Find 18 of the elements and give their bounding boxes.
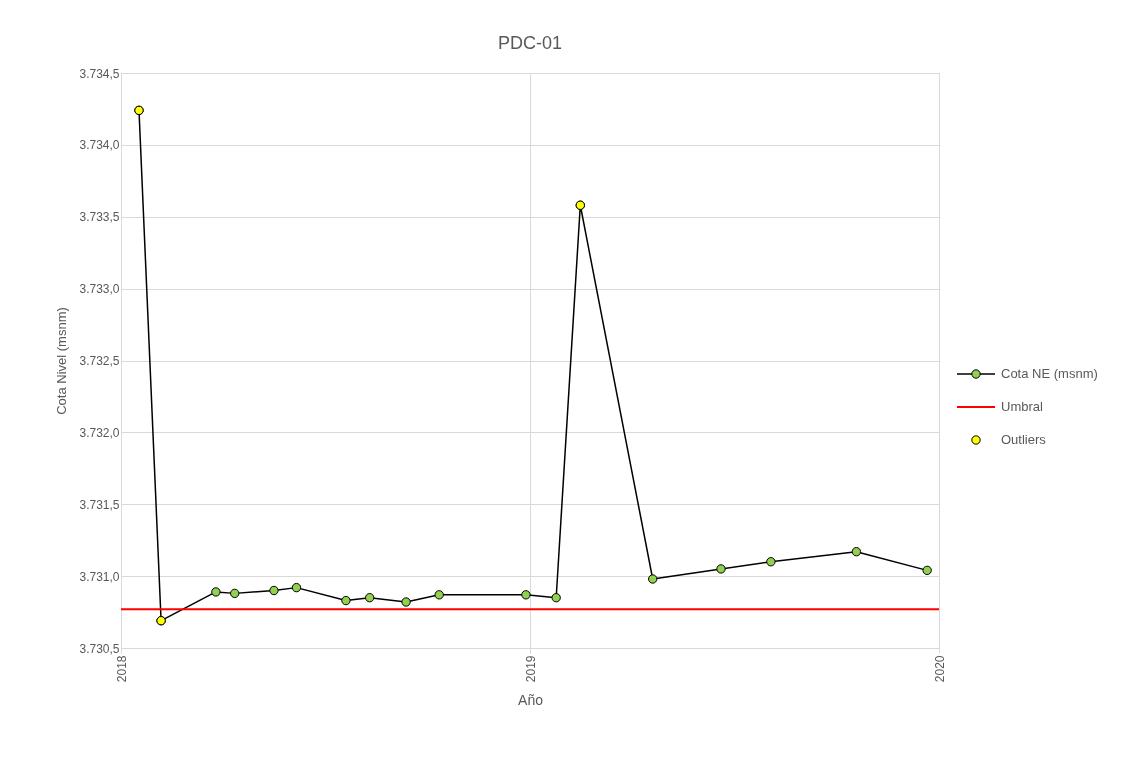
y-tick-label: 3.733,5 <box>79 210 120 225</box>
y-tick-label: 3.730,5 <box>79 641 120 656</box>
legend-label: Cota NE (msnm) <box>1001 366 1098 381</box>
y-tick-label: 3.732,0 <box>79 425 120 440</box>
x-axis-title: Año <box>518 692 544 709</box>
chart-title: PDC-01 <box>497 33 563 53</box>
legend-label: Outliers <box>1001 432 1047 447</box>
x-tick-label: 2020 <box>932 655 947 683</box>
y-tick-label: 3.734,0 <box>79 138 120 153</box>
y-tick-label: 3.734,5 <box>79 66 120 81</box>
y-tick-label: 3.731,0 <box>79 569 120 584</box>
y-axis-title: Cota Nivel (msnm) <box>54 307 70 415</box>
y-tick-label: 3.733,0 <box>79 282 120 297</box>
x-tick-label: 2018 <box>114 655 129 683</box>
x-tick-label: 2019 <box>523 655 538 683</box>
y-tick-label: 3.732,5 <box>79 354 120 368</box>
legend-label: Umbral <box>1001 399 1044 414</box>
y-tick-label: 3.731,5 <box>79 497 120 512</box>
